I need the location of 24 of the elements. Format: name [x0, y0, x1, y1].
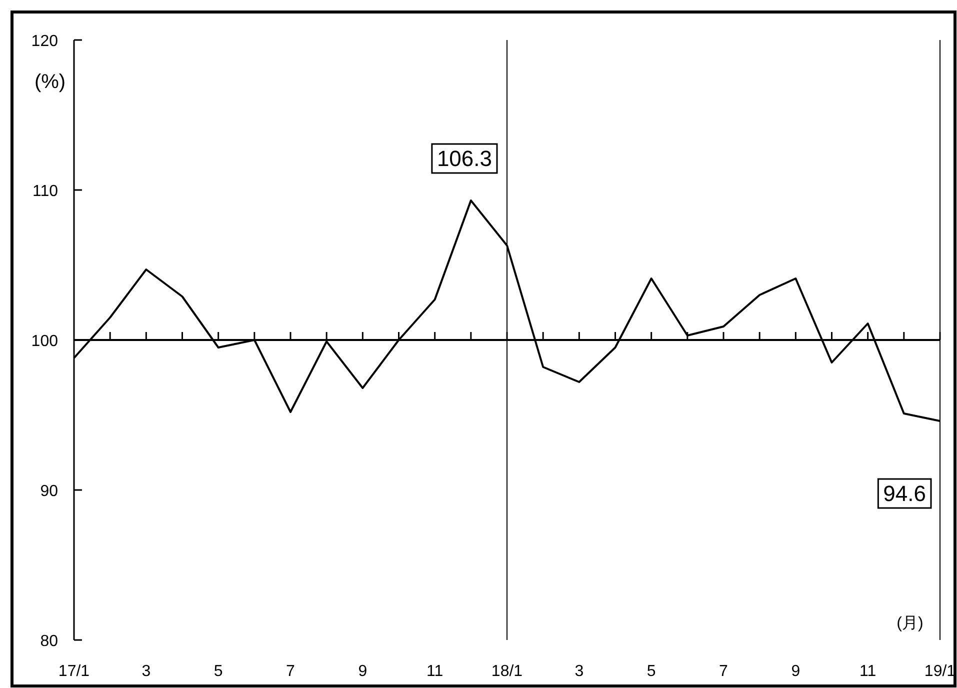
- x-tick-label: 18/1: [491, 663, 523, 680]
- x-tick-label: 9: [791, 663, 800, 680]
- y-tick-label: 110: [32, 183, 58, 200]
- x-tick-label: 17/1: [58, 663, 90, 680]
- annotation: 106.3: [431, 143, 498, 174]
- y-tick-label: 80: [40, 633, 58, 650]
- x-tick-label: 3: [574, 663, 584, 680]
- x-tick-label: 19/1: [924, 663, 956, 680]
- x-axis-title: (月): [896, 615, 924, 632]
- annotation: 106.3: [436, 146, 492, 171]
- y-axis-title: (%): [34, 71, 66, 93]
- x-tick-label: 5: [214, 663, 223, 680]
- x-tick-label: 7: [286, 663, 296, 680]
- y-tick-label: 120: [31, 33, 58, 50]
- annotation: 94.6: [883, 481, 926, 506]
- y-tick-label: 100: [31, 333, 58, 350]
- x-tick-label: 9: [358, 663, 368, 680]
- x-tick-label: 3: [142, 663, 151, 680]
- x-tick-label: 11: [426, 663, 444, 680]
- annotation: 94.6: [877, 478, 932, 509]
- x-tick-label: 11: [860, 663, 876, 680]
- x-tick-label: 7: [719, 663, 728, 680]
- x-tick-label: 5: [646, 663, 656, 680]
- y-tick-label: 90: [40, 483, 58, 500]
